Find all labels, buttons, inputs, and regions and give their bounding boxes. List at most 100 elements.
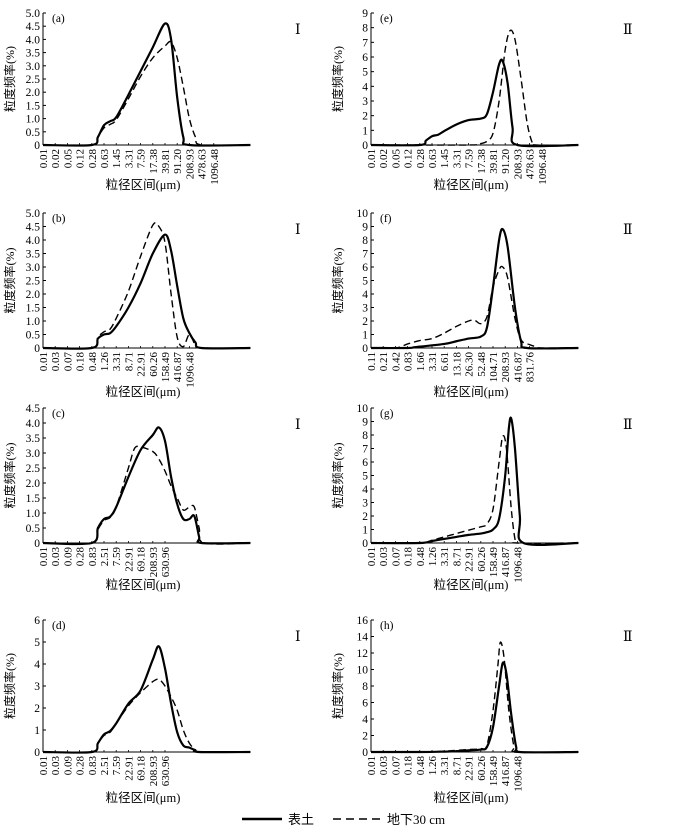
x-tick-label: 22.91 <box>123 756 135 781</box>
x-tick-label: 0.01 <box>366 547 378 566</box>
series-line-subsoil <box>42 678 251 754</box>
x-tick-label: 0.01 <box>38 547 50 566</box>
y-axis-title: 粒度频率(%) <box>2 653 17 719</box>
series-line-topsoil <box>370 58 579 148</box>
y-tick-label: 4.0 <box>26 418 41 430</box>
x-tick-label: 0.03 <box>378 547 390 567</box>
y-tick-label: 0 <box>34 747 40 759</box>
x-tick-label: 0.12 <box>75 149 87 168</box>
panel-d: 0 1 2 3 4 5 6 0.01 0.03 0.09 0.28 0.83 2.51 7.59 22.91… <box>2 615 301 805</box>
y-axis-title: 粒度频率(%) <box>330 248 345 314</box>
x-axis-title: 粒径区间(μm) <box>106 577 181 592</box>
x-tick-label: 3.31 <box>439 756 451 775</box>
y-tick-label: 1 <box>362 525 368 537</box>
panel-a: 00.51.01.52.02.53.03.54.04.55.00.01 0.02 0… <box>2 8 301 192</box>
x-tick-label: 630.96 <box>160 756 172 787</box>
y-tick-label: 3 <box>362 498 368 510</box>
x-tick-label: 60.26 <box>476 547 488 572</box>
y-tick-label: 9 <box>362 8 368 20</box>
y-tick-label: 5.0 <box>26 208 41 220</box>
x-tick-label: 69.18 <box>136 547 148 572</box>
x-tick-label: 208.93 <box>148 547 160 578</box>
x-tick-label: 7.59 <box>464 149 476 169</box>
series-line-subsoil <box>370 265 579 349</box>
x-tick-label: 0.12 <box>403 149 415 168</box>
x-tick-label: 0.48 <box>415 547 427 567</box>
x-tick-label: 0.01 <box>366 149 378 168</box>
y-tick-label: 16 <box>357 615 369 627</box>
x-tick-label: 0.02 <box>50 149 62 168</box>
x-tick-label: 22.91 <box>464 547 476 572</box>
y-tick-label: 0 <box>34 538 40 550</box>
x-tick-label: 0.18 <box>403 756 415 776</box>
x-tick-label: 39.81 <box>488 149 500 174</box>
series-line-subsoil <box>42 40 251 147</box>
y-tick-label: 3.5 <box>26 48 41 60</box>
x-tick-label: 22.91 <box>136 352 148 377</box>
x-tick-label: 0.02 <box>378 149 390 168</box>
y-tick-label: 3 <box>362 303 368 315</box>
y-tick-label: 4.5 <box>26 403 41 415</box>
y-tick-label: 2.0 <box>26 87 41 99</box>
y-tick-label: 0 <box>362 747 368 759</box>
panel-label: (h) <box>380 620 394 632</box>
x-tick-label: 416.87 <box>500 547 512 578</box>
y-tick-label: 6 <box>362 698 368 710</box>
y-tick-label: 5 <box>362 471 368 483</box>
y-tick-label: 10 <box>357 208 369 220</box>
y-axis-title: 粒度频率(%) <box>330 653 345 719</box>
x-tick-label: 1.26 <box>427 756 439 776</box>
y-axis-title: 粒度频率(%) <box>330 46 345 112</box>
panel-label: (e) <box>380 13 393 25</box>
x-tick-label: 0.07 <box>390 547 402 567</box>
y-tick-label: 1.0 <box>26 316 41 328</box>
x-tick-label: 0.01 <box>366 756 378 775</box>
y-tick-label: 7 <box>362 249 368 261</box>
y-tick-label: 5 <box>34 637 40 649</box>
x-tick-label: 0.28 <box>415 149 427 169</box>
y-tick-label: 8 <box>362 681 368 693</box>
series-line-subsoil <box>370 641 579 754</box>
zone-label: Ⅰ <box>295 223 301 238</box>
y-tick-label: 0 <box>362 538 368 550</box>
series-line-subsoil <box>370 434 579 544</box>
zone-label: Ⅱ <box>623 418 633 433</box>
y-axis-title: 粒度频率(%) <box>2 46 17 112</box>
y-axis-title: 粒度频率(%) <box>330 443 345 509</box>
x-tick-label: 91.20 <box>172 149 184 174</box>
x-tick-label: 22.91 <box>123 547 135 572</box>
x-tick-label: 0.83 <box>87 547 99 567</box>
y-tick-label: 4 <box>362 289 368 301</box>
x-tick-label: 630.96 <box>160 547 172 578</box>
x-tick-label: 0.09 <box>62 756 74 776</box>
x-tick-label: 0.28 <box>75 547 87 567</box>
x-tick-label: 69.18 <box>136 756 148 781</box>
y-tick-label: 1.5 <box>26 493 41 505</box>
y-tick-label: 0.5 <box>26 523 41 535</box>
y-tick-label: 10 <box>357 665 369 677</box>
y-tick-label: 3.5 <box>26 249 41 261</box>
y-tick-label: 1.0 <box>26 114 41 126</box>
y-tick-label: 3.5 <box>26 433 41 445</box>
x-tick-label: 0.18 <box>403 547 415 567</box>
x-tick-label: 208.93 <box>500 352 512 383</box>
series-line-topsoil <box>370 227 579 350</box>
y-axis-title: 粒度频率(%) <box>2 443 17 509</box>
x-tick-label: 3.31 <box>439 547 451 566</box>
x-tick-label: 0.11 <box>366 352 378 371</box>
y-tick-label: 0 <box>34 140 40 152</box>
series-line-subsoil <box>42 222 251 350</box>
x-tick-label: 1096.48 <box>512 547 524 583</box>
x-tick-label: 60.26 <box>148 352 160 377</box>
x-axis-title: 粒径区间(μm) <box>434 577 509 592</box>
legend: 表土 地下30 cm <box>242 812 445 827</box>
series-line-subsoil <box>370 29 579 146</box>
y-tick-label: 1.5 <box>26 100 41 112</box>
x-tick-label: 0.03 <box>50 352 62 372</box>
x-tick-label: 0.83 <box>403 352 415 372</box>
y-tick-label: 4 <box>362 81 368 93</box>
x-tick-label: 0.05 <box>62 149 74 169</box>
y-tick-label: 2.0 <box>26 478 41 490</box>
y-tick-label: 0.5 <box>26 127 41 139</box>
y-axis-title: 粒度频率(%) <box>2 248 17 314</box>
